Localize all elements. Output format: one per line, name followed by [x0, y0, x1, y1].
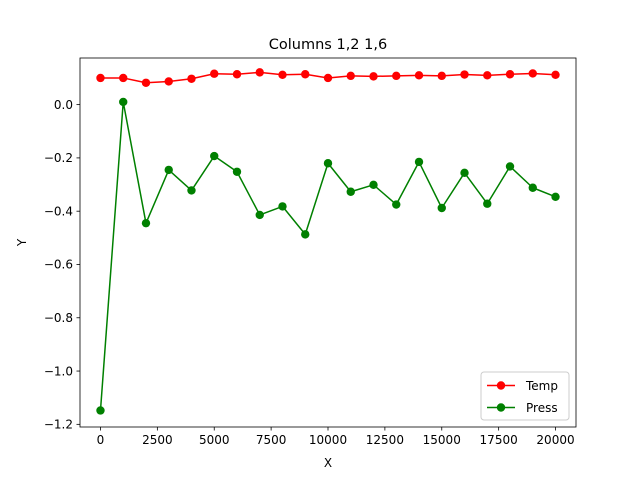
y-tick-label: 0.0: [54, 98, 73, 112]
data-point-temp: [505, 70, 515, 79]
x-tick-label: 15000: [423, 433, 461, 447]
y-tick-label: −1.0: [44, 364, 73, 378]
y-tick-label: −0.4: [44, 204, 73, 218]
data-point-press: [210, 151, 219, 161]
data-point-temp: [96, 73, 105, 83]
data-point-press: [187, 186, 196, 195]
x-tick-label: 7500: [256, 433, 287, 447]
data-point-temp: [187, 74, 196, 83]
data-point-temp: [437, 71, 446, 81]
x-tick-label: 12500: [366, 433, 404, 447]
x-tick-label: 2500: [142, 433, 173, 447]
x-axis-label: X: [324, 456, 332, 470]
data-point-press: [346, 187, 355, 196]
data-point-temp: [483, 71, 492, 80]
data-point-press: [528, 183, 537, 192]
data-point-temp: [232, 70, 242, 79]
data-point-press: [414, 157, 424, 167]
data-point-temp: [551, 70, 560, 79]
legend-label-temp: Temp: [525, 379, 558, 393]
data-point-temp: [141, 78, 151, 87]
data-point-temp: [392, 71, 401, 81]
data-point-press: [119, 97, 128, 107]
data-point-temp: [255, 68, 264, 77]
data-point-temp: [346, 71, 355, 81]
y-axis-label: Y: [15, 238, 29, 247]
data-point-temp: [119, 73, 128, 83]
data-point-temp: [323, 73, 333, 83]
data-point-press: [437, 203, 446, 213]
data-point-press: [392, 200, 401, 209]
y-tick-label: −0.2: [44, 151, 73, 165]
data-point-press: [460, 168, 469, 178]
data-point-press: [483, 199, 492, 208]
data-point-temp: [460, 70, 469, 79]
data-point-press: [141, 218, 151, 228]
x-tick-label: 5000: [199, 433, 230, 447]
data-point-press: [301, 230, 310, 239]
data-point-press: [551, 192, 560, 202]
data-point-temp: [414, 71, 424, 80]
legend-marker-temp: [496, 381, 506, 390]
data-point-press: [505, 162, 515, 171]
x-tick-label: 17500: [480, 433, 518, 447]
legend-label-press: Press: [526, 401, 558, 415]
x-tick-label: 10000: [309, 433, 347, 447]
data-point-press: [278, 202, 287, 211]
data-point-temp: [301, 70, 310, 79]
data-point-temp: [369, 72, 378, 81]
y-axis: 0.0 −0.2 −0.4 −0.6 −0.8 −1.0 −1.2: [44, 98, 80, 432]
data-point-press: [96, 406, 105, 415]
x-axis: 0 2500 5000 7500 10000 12500 15000 17500 20000: [97, 427, 575, 447]
legend: Temp Press: [480, 371, 570, 421]
data-point-press: [255, 210, 264, 220]
data-point-press: [232, 167, 242, 176]
x-tick-label: 20000: [536, 433, 574, 447]
legend-marker-press: [496, 403, 506, 412]
data-point-press: [323, 159, 333, 168]
y-tick-label: −1.2: [44, 418, 73, 432]
y-tick-label: −0.8: [44, 311, 73, 325]
data-point-temp: [528, 69, 537, 78]
x-tick-label: 0: [97, 433, 105, 447]
data-point-temp: [210, 69, 219, 78]
series-layer: [96, 68, 560, 415]
plot-area: [80, 58, 576, 427]
data-point-temp: [164, 77, 173, 86]
data-point-press: [164, 165, 173, 175]
data-point-press: [369, 180, 378, 190]
data-point-temp: [278, 70, 287, 79]
chart-title: Columns 1,2 1,6: [269, 37, 387, 53]
y-tick-label: −0.6: [44, 258, 73, 272]
